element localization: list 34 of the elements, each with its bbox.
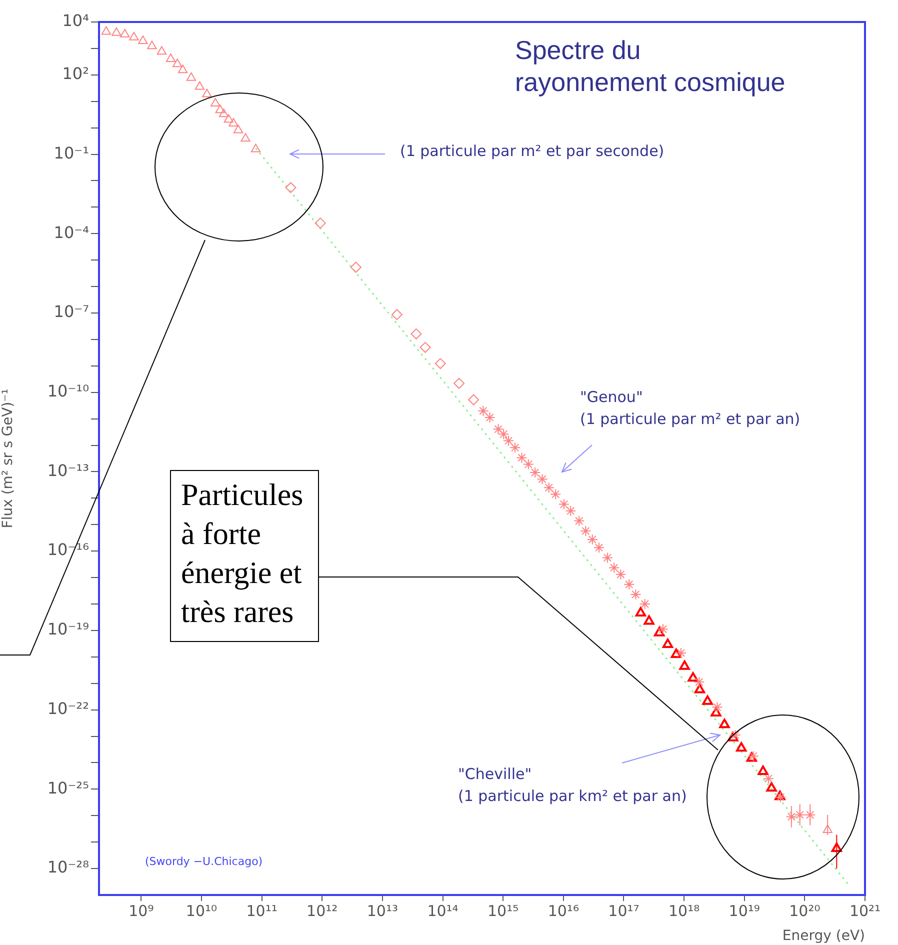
annotation: "Genou" — [580, 388, 643, 406]
y-tick-label: 10⁻¹ — [54, 143, 89, 162]
annotation: (1 particule par km² et par an) — [458, 786, 687, 805]
y-tick-label: 10⁻²⁸ — [47, 858, 89, 877]
x-tick-label: 10⁹ — [128, 902, 154, 920]
y-tick-label: 10⁻²⁵ — [47, 778, 89, 798]
text: Spectre du rayonnement cosmique — [515, 35, 786, 98]
y-tick-label: 10⁻¹³ — [47, 460, 89, 480]
y-tick-label: 10⁻²² — [47, 698, 89, 718]
x-axis-title: Energy (eV) — [782, 928, 865, 944]
y-tick-label: 10⁻¹⁹ — [47, 620, 89, 639]
y-tick-label: 10² — [62, 64, 89, 84]
x-tick-label: 10¹⁴ — [427, 902, 458, 920]
annotation: (1 particule par m² et par seconde) — [400, 142, 664, 160]
x-tick-label: 10¹⁹ — [728, 902, 760, 920]
x-tick-label: 10²¹ — [849, 902, 881, 920]
annotation: (1 particule par m² et par an) — [580, 410, 800, 428]
annotation: (Swordy −U.Chicago) — [145, 854, 263, 868]
annotation: "Cheville" — [458, 764, 532, 783]
y-tick-label: 10⁴ — [62, 11, 89, 30]
y-tick-label: 10⁻⁴ — [54, 222, 89, 242]
x-tick-label: 10¹⁵ — [488, 902, 519, 920]
x-tick-label: 10¹⁷ — [608, 902, 640, 920]
x-tick-label: 10¹¹ — [246, 902, 278, 920]
x-tick-label: 10¹⁰ — [186, 902, 218, 920]
y-axis-title: Flux (m² sr s GeV)⁻¹ — [0, 388, 16, 528]
x-tick-label: 10¹⁶ — [548, 902, 579, 920]
x-tick-label: 10¹³ — [366, 902, 398, 920]
y-tick-label: 10⁻¹⁰ — [47, 382, 89, 401]
annotation: Particules à forte énergie et très rares — [170, 470, 319, 642]
x-tick-label: 10²⁰ — [789, 902, 820, 920]
x-tick-label: 10¹⁸ — [668, 902, 700, 920]
y-tick-label: 10⁻⁷ — [54, 302, 89, 322]
x-tick-label: 10¹² — [306, 902, 338, 920]
